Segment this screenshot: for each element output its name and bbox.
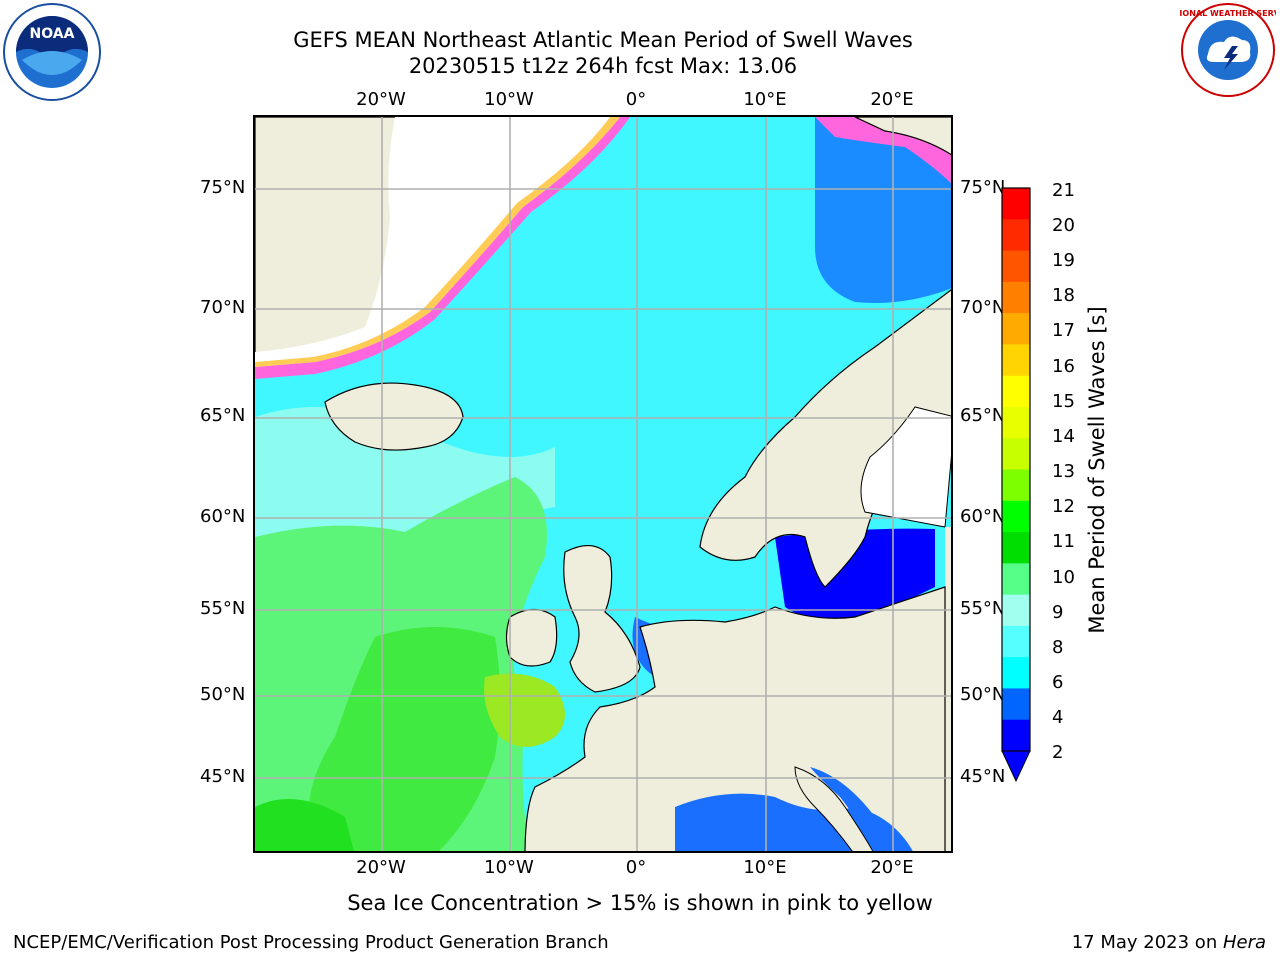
- chart-subtitle: 20230515 t12z 264h fcst Max: 13.06: [408, 54, 798, 78]
- cb-tick-21: 21: [1052, 180, 1075, 201]
- lat-label-right-55n: 55°N: [960, 598, 1006, 619]
- colorbar-segment: [1002, 406, 1030, 439]
- graticule: [255, 117, 951, 851]
- iceland-land: [324, 382, 464, 451]
- lat-label-right-45n: 45°N: [960, 766, 1006, 787]
- svg-text:NOAA: NOAA: [30, 26, 75, 42]
- noaa-logo: NOAA: [3, 3, 101, 101]
- lon-label-top-10w: 10°W: [484, 89, 534, 110]
- lat-label-right-65n: 65°N: [960, 405, 1006, 426]
- colorbar-segment: [1002, 219, 1030, 252]
- cb-tick-13: 13: [1052, 461, 1075, 482]
- cb-tick-9: 9: [1052, 602, 1064, 623]
- ireland-land: [505, 608, 558, 667]
- lon-label-top-20w: 20°W: [356, 89, 406, 110]
- colorbar-segment: [1002, 188, 1030, 220]
- lat-label-left-45n: 45°N: [200, 766, 246, 787]
- svalbard-land: [854, 117, 951, 156]
- footer-date: 17 May 2023 on Hera: [1072, 932, 1266, 953]
- map-panel: [253, 115, 953, 853]
- colorbar-segment: [1002, 532, 1030, 564]
- colorbar-segment: [1002, 250, 1030, 283]
- map-svg: [255, 117, 951, 851]
- lat-label-left-55n: 55°N: [200, 598, 246, 619]
- colorbar-segment: [1002, 688, 1030, 721]
- chart-title: GEFS MEAN Northeast Atlantic Mean Period…: [293, 28, 913, 52]
- lat-label-right-50n: 50°N: [960, 684, 1006, 705]
- cb-tick-20: 20: [1052, 215, 1075, 236]
- swell-band-barents: [815, 117, 951, 303]
- cb-tick-8: 8: [1052, 637, 1064, 658]
- lon-label-bottom-20e: 20°E: [870, 857, 914, 878]
- lat-label-right-60n: 60°N: [960, 506, 1006, 527]
- cb-tick-19: 19: [1052, 250, 1075, 271]
- sea-ice-clear: [255, 117, 620, 367]
- swell-band-11b: [255, 798, 354, 851]
- swell-band-12: [484, 673, 565, 747]
- colorbar-segment: [1002, 313, 1030, 345]
- colorbar-label: Mean Period of Swell Waves [s]: [1085, 306, 1109, 634]
- gulf-of-bothnia: [860, 406, 951, 528]
- cb-tick-12: 12: [1052, 496, 1075, 517]
- lat-label-left-60n: 60°N: [200, 506, 246, 527]
- great-britain-land: [563, 545, 641, 693]
- italy-land: [794, 766, 874, 851]
- cb-tick-11: 11: [1052, 531, 1075, 552]
- cb-tick-10: 10: [1052, 567, 1075, 588]
- cb-tick-17: 17: [1052, 320, 1075, 341]
- cb-tick-4: 4: [1052, 707, 1064, 728]
- cb-tick-15: 15: [1052, 391, 1075, 412]
- cb-tick-2: 2: [1052, 742, 1064, 763]
- colorbar-segment: [1002, 719, 1030, 752]
- colorbar-segment: [1002, 344, 1030, 377]
- svg-text:NATIONAL WEATHER SERVICE: NATIONAL WEATHER SERVICE: [1180, 9, 1276, 18]
- footer-date-text: 17 May 2023 on: [1071, 932, 1223, 953]
- colorbar-segment: [1002, 469, 1030, 502]
- nws-logo: NATIONAL WEATHER SERVICE: [1180, 3, 1276, 97]
- lat-label-left-75n: 75°N: [200, 177, 246, 198]
- colorbar-outline: [1001, 187, 1031, 752]
- footer-machine: Hera: [1222, 932, 1266, 953]
- colorbar-extend-arrow: [1001, 750, 1031, 783]
- colorbar-segment: [1002, 438, 1030, 471]
- colorbar-segment: [1002, 594, 1030, 627]
- lat-label-right-70n: 70°N: [960, 297, 1006, 318]
- lon-label-top-10e: 10°E: [743, 89, 787, 110]
- lon-label-top-0: 0°: [625, 89, 647, 110]
- colorbar-segment: [1002, 281, 1030, 314]
- swell-band-11: [308, 627, 500, 851]
- lat-label-left-65n: 65°N: [200, 405, 246, 426]
- lat-label-left-70n: 70°N: [200, 297, 246, 318]
- adriatic-sea: [810, 767, 885, 851]
- lat-label-left-50n: 50°N: [200, 684, 246, 705]
- cb-tick-14: 14: [1052, 426, 1075, 447]
- cb-tick-18: 18: [1052, 285, 1075, 306]
- lon-label-bottom-0: 0°: [625, 857, 647, 878]
- eastern-land: [945, 527, 951, 851]
- lon-label-bottom-10w: 10°W: [484, 857, 534, 878]
- lon-label-bottom-10e: 10°E: [743, 857, 787, 878]
- cb-tick-16: 16: [1052, 356, 1075, 377]
- lat-label-right-75n: 75°N: [960, 177, 1006, 198]
- colorbar-segment: [1002, 625, 1030, 658]
- footer-credit: NCEP/EMC/Verification Post Processing Pr…: [13, 932, 609, 953]
- colorbar-segment: [1002, 563, 1030, 596]
- colorbar-segment: [1002, 500, 1030, 533]
- colorbar-segment: [1002, 657, 1030, 690]
- cb-tick-6: 6: [1052, 672, 1064, 693]
- lon-label-top-20e: 20°E: [870, 89, 914, 110]
- lon-label-bottom-20w: 20°W: [356, 857, 406, 878]
- colorbar-segment: [1002, 375, 1030, 408]
- colorbar: [1001, 187, 1031, 783]
- sea-ice-caption: Sea Ice Concentration > 15% is shown in …: [347, 891, 933, 915]
